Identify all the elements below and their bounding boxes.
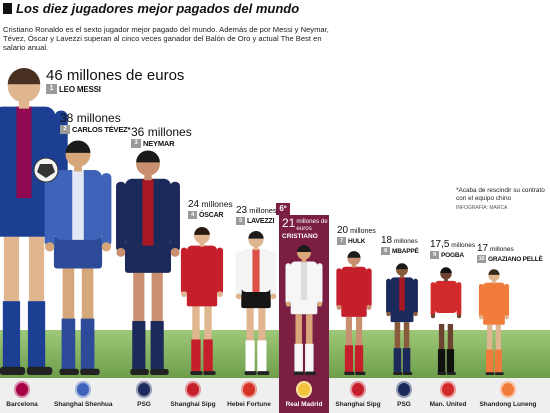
page-subtitle: Cristiano Ronaldo es el sexto jugador me…: [3, 25, 329, 52]
club-psg-2: PSG: [384, 378, 424, 408]
club-crest-icon: [241, 381, 257, 398]
rank-badge: 1: [46, 84, 57, 94]
club-crest-icon: [396, 381, 412, 398]
player-label-hulk: 20 millones 7 HULK: [337, 226, 376, 245]
rank-badge: 4: [188, 211, 197, 219]
club-crest-icon: [136, 381, 152, 398]
player-name: MBAPPÉ: [392, 247, 419, 255]
player-label-lavezzi: 23 millones 5 LAVEZZI: [236, 206, 277, 225]
club-psg: PSG: [124, 378, 164, 408]
player-amount-unit: millones: [249, 206, 277, 215]
player-figure-oscar: [180, 227, 224, 375]
player-amount-unit: millones: [451, 242, 476, 249]
player-amount: 18: [381, 235, 393, 246]
highlight-label: 21 millones de euros CRISTIANO: [282, 216, 329, 240]
player-amount-unit: millones: [489, 246, 514, 253]
player-amount-unit: millones: [393, 238, 418, 245]
player-figure-tevez: [44, 140, 112, 375]
football-pattern: [37, 164, 55, 178]
player-amount-unit: millones: [201, 199, 233, 209]
rank-badge: 5: [236, 217, 245, 225]
club-name: Shandong Luneng: [479, 401, 537, 408]
highlight-amount-unit: millones de euros: [296, 218, 328, 232]
player-name: LAVEZZI: [247, 217, 275, 225]
player-amount: 17: [477, 243, 489, 254]
club-crest-icon: [185, 381, 201, 398]
player-label-pogba: 17,5 millones 9 POGBA: [430, 240, 475, 259]
player-figure-neymar: [116, 150, 180, 375]
player-figure-mbappe: [386, 263, 418, 375]
player-name: POGBA: [441, 251, 464, 259]
club-name: Shanghai Sipg: [335, 401, 381, 408]
infographic-credit: INFOGRAFÍA: MARCA: [456, 205, 508, 211]
player-label-neymar: 36 millones 3 NEYMAR: [131, 126, 192, 148]
player-amount: 20: [337, 225, 349, 236]
rank-badge: 9: [430, 251, 439, 259]
club-crest-icon: [14, 381, 30, 398]
player-name: HULK: [348, 237, 366, 245]
club-barcelona: Barcelona: [0, 378, 44, 408]
title-bullet: [3, 3, 12, 14]
highlight-amount: 21: [282, 216, 296, 230]
player-name: GRAZIANO PELLÈ: [488, 255, 543, 263]
footnote: *Acaba de rescindir su contrato con el e…: [456, 187, 548, 212]
player-amount-unit: millones de euros: [66, 67, 185, 84]
player-label-oscar: 24 millones 4 ÓSCAR: [188, 200, 233, 219]
club-crest-icon: [500, 381, 516, 398]
player-amount-unit: millones: [147, 125, 192, 139]
highlight-player-name: CRISTIANO: [282, 233, 318, 240]
player-amount-unit: millones: [76, 111, 121, 125]
rank-badge: 7: [337, 237, 346, 245]
player-figure-cristiano: [285, 245, 323, 375]
club-bar: Barcelona Shanghai Shenhua PSG Shanghai …: [0, 378, 550, 413]
rank-badge: 8: [381, 247, 390, 255]
footnote-text: *Acaba de rescindir su contrato con el e…: [456, 187, 545, 202]
club-crest-icon: [440, 381, 456, 398]
rank-badge: 3: [131, 139, 141, 148]
club-shandong-luneng: Shandong Luneng: [478, 378, 538, 408]
club-crest-icon: [296, 381, 312, 398]
rank-badge: 10: [477, 255, 486, 263]
player-amount: 24: [188, 199, 200, 210]
club-hebei-fortune: Hebei Fortune: [224, 378, 274, 408]
player-label-pelle: 17 millones 10 GRAZIANO PELLÈ: [477, 244, 543, 263]
club-name: Real Madrid: [285, 401, 323, 408]
club-man-united: Man. United: [426, 378, 470, 408]
player-figure-lavezzi: [235, 231, 277, 375]
club-name: Shanghai Shenhua: [54, 401, 113, 408]
club-crest-icon: [350, 381, 366, 398]
club-shanghai-sipg-2: Shanghai Sipg: [335, 378, 381, 408]
highlight-rank-badge: 6º: [276, 203, 290, 215]
player-label-tevez: 38 millones 2 CARLOS TÉVEZ*: [60, 112, 130, 134]
player-amount-unit: millones: [350, 228, 376, 235]
club-name: PSG: [137, 401, 151, 408]
club-shanghai-sipg: Shanghai Sipg: [170, 378, 216, 408]
player-name: CARLOS TÉVEZ*: [72, 125, 131, 134]
player-amount: 38: [60, 111, 74, 125]
player-name: LEO MESSI: [59, 84, 101, 94]
player-figure-hulk: [336, 251, 372, 375]
player-figure-pelle: [478, 269, 510, 375]
club-crest-icon: [75, 381, 91, 398]
player-label-messi: 46 millones de euros 1 LEO MESSI: [46, 68, 184, 94]
club-name: Man. United: [429, 401, 467, 408]
player-amount: 46: [46, 67, 63, 84]
club-name: Hebei Fortune: [227, 401, 271, 408]
club-name: PSG: [397, 401, 411, 408]
player-amount: 17,5: [430, 239, 450, 250]
club-name: Shanghai Sipg: [170, 401, 216, 408]
page-title: Los diez jugadores mejor pagados del mun…: [16, 1, 300, 16]
player-label-mbappe: 18 millones 8 MBAPPÉ: [381, 236, 419, 255]
club-name: Barcelona: [6, 401, 38, 408]
player-name: ÓSCAR: [199, 211, 224, 219]
player-amount: 23: [236, 205, 248, 216]
player-amount: 36: [131, 125, 145, 139]
club-real-madrid: Real Madrid: [279, 378, 329, 413]
club-shanghai-shenhua: Shanghai Shenhua: [54, 378, 113, 408]
player-figure-pogba: [430, 267, 462, 375]
player-name: NEYMAR: [143, 139, 175, 148]
rank-badge: 2: [60, 125, 70, 134]
